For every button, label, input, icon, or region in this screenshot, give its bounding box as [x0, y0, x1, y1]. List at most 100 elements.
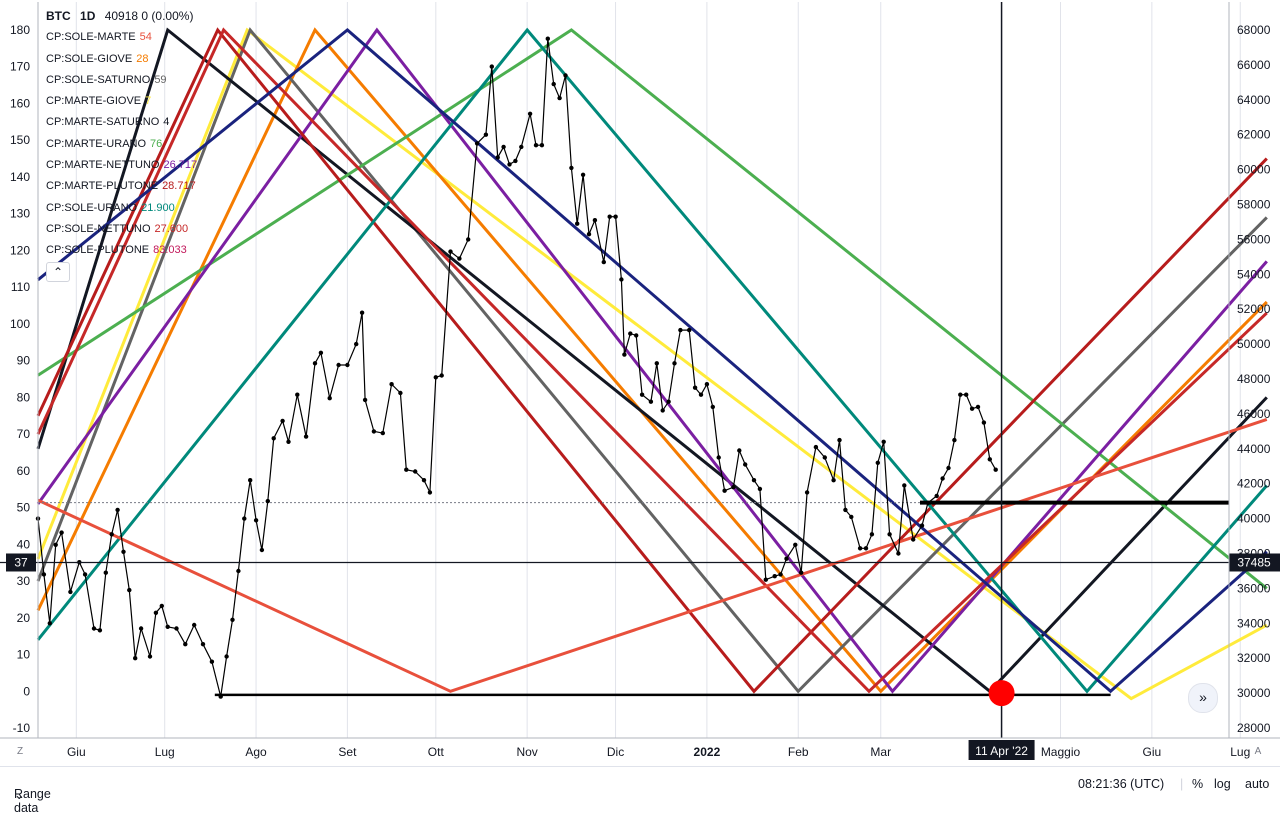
- right-tick-label: 52000: [1237, 302, 1271, 316]
- price-point: [837, 437, 842, 443]
- log-toggle[interactable]: log: [1214, 777, 1231, 791]
- price-point: [448, 249, 453, 254]
- right-tick-label: 30000: [1237, 686, 1271, 700]
- price-point: [607, 214, 612, 219]
- price-point: [421, 478, 427, 483]
- left-tick-label: 10: [17, 648, 31, 662]
- percent-toggle[interactable]: %: [1192, 777, 1204, 791]
- price-point: [964, 392, 969, 397]
- price-point: [813, 444, 819, 450]
- price-point: [743, 462, 748, 467]
- price-point: [731, 485, 736, 490]
- cycle-line: [37, 28, 1268, 694]
- legend-header: BTC 1D 40918 0 (0.00%): [46, 6, 197, 27]
- price-point: [286, 439, 291, 444]
- price-point: [687, 327, 692, 333]
- timezone-corner-button[interactable]: Z: [16, 746, 24, 757]
- price-point: [569, 165, 574, 171]
- left-tick-label: 0: [23, 684, 30, 698]
- price-point: [849, 514, 854, 520]
- cycle-line: [36, 27, 1268, 694]
- price-point: [271, 436, 276, 441]
- x-tick-label: Set: [338, 745, 357, 759]
- legend-collapse-button[interactable]: ⌃: [46, 262, 70, 282]
- cycle-line: [37, 417, 1268, 693]
- price-point: [778, 572, 783, 577]
- cycle-line: [37, 28, 1268, 590]
- auto-scale-corner-button[interactable]: A: [1254, 746, 1262, 757]
- price-point: [47, 621, 52, 626]
- interval-label[interactable]: 1D: [80, 9, 96, 23]
- price-point: [539, 143, 545, 148]
- price-point: [763, 577, 768, 582]
- legend-row[interactable]: CP:SOLE-NETTUNO 27.600: [46, 219, 197, 240]
- price-point: [704, 382, 710, 387]
- legend-row[interactable]: CP:SOLE-SATURNO 59: [46, 70, 197, 91]
- legend-series-value: 28.717: [162, 180, 196, 193]
- x-tick-label: Giu: [1143, 745, 1162, 759]
- price-point: [533, 143, 539, 148]
- legend-row[interactable]: CP:MARTE-NETTUNO 26.717: [46, 155, 197, 176]
- legend-row[interactable]: CP:MARTE-GIOVE 7: [46, 91, 197, 112]
- price-point: [303, 434, 309, 439]
- price-point: [822, 455, 827, 460]
- price-point: [501, 144, 506, 150]
- price-point: [439, 373, 444, 378]
- price-point: [660, 408, 665, 413]
- right-tick-label: 38000: [1237, 547, 1271, 561]
- legend-row[interactable]: CP:SOLE-MARTE 54: [46, 27, 197, 48]
- legend-row[interactable]: CP:SOLE-GIOVE 28: [46, 49, 197, 70]
- price-point: [580, 172, 586, 177]
- symbol-label[interactable]: BTC: [46, 9, 71, 23]
- price-point: [466, 237, 471, 242]
- price-point: [666, 399, 671, 404]
- price-point: [224, 654, 229, 659]
- cycle-line: [36, 27, 1268, 694]
- price-point: [586, 232, 592, 237]
- price-series: [35, 36, 998, 699]
- price-point: [804, 490, 810, 495]
- price-point: [622, 352, 627, 357]
- price-point: [692, 385, 698, 390]
- legend-row[interactable]: CP:SOLE-URANO 21.900: [46, 198, 197, 219]
- left-tick-label: 110: [11, 280, 30, 294]
- price-point: [259, 547, 265, 553]
- legend-row[interactable]: CP:MARTE-SATURNO 4: [46, 112, 197, 133]
- legend-row[interactable]: CP:MARTE-URANO 76: [46, 134, 197, 155]
- cycle-line: [36, 27, 1268, 701]
- price-point: [174, 626, 179, 631]
- x-tick-label: Ott: [428, 745, 445, 759]
- legend-series-value: 54: [139, 31, 152, 44]
- right-tick-label: 66000: [1237, 58, 1271, 72]
- price-point: [716, 455, 721, 460]
- price-point: [68, 589, 73, 595]
- price-point: [457, 256, 462, 261]
- legend-row[interactable]: CP:MARTE-PLUTONE 28.717: [46, 176, 197, 197]
- scroll-to-realtime-button[interactable]: »: [1188, 683, 1218, 713]
- price-point: [869, 532, 875, 537]
- price-point: [91, 626, 97, 631]
- right-tick-label: 54000: [1237, 267, 1271, 281]
- legend-series-value: 76: [150, 137, 163, 150]
- price-point: [751, 478, 757, 483]
- price-point: [133, 656, 138, 661]
- price-point: [925, 500, 931, 506]
- price-point: [318, 350, 324, 355]
- price-point: [737, 448, 742, 453]
- price-point: [242, 516, 247, 521]
- legend-series-name: CP:SOLE-NETTUNO: [46, 222, 151, 235]
- auto-toggle[interactable]: auto: [1245, 777, 1270, 791]
- legend-row[interactable]: CP:SOLE-PLUTONE 83.033: [46, 240, 197, 261]
- price-point: [952, 437, 957, 443]
- price-point: [946, 465, 951, 471]
- axes: Giu Lug Ago Set Ott Nov Dic 2022 Feb Mar Maggio Giu…: [0, 2, 1280, 759]
- price-point: [389, 382, 394, 387]
- left-tick-label: 120: [10, 243, 30, 257]
- right-tick-label: 56000: [1237, 232, 1271, 246]
- price-point: [575, 221, 580, 226]
- price-point: [121, 549, 126, 554]
- legend-series-name: CP:MARTE-PLUTONE: [46, 180, 159, 193]
- price-point: [940, 476, 945, 481]
- x-tick-label: Mar: [870, 745, 891, 759]
